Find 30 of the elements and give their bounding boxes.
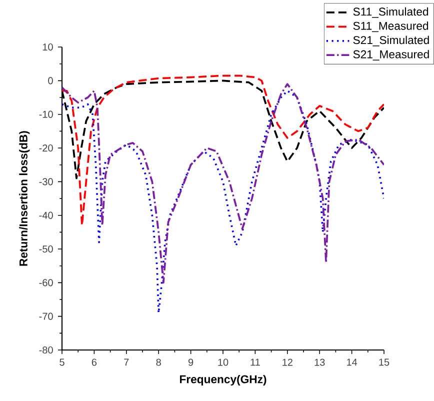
y-tick-label: -20 [39,144,53,152]
x-tick-label: 15 [379,358,390,366]
x-tick-label: 10 [218,358,228,366]
x-tick-label: 14 [346,358,358,366]
x-tick-label: 5 [60,358,64,366]
legend-label: S11_Measured [353,22,428,32]
x-tick-label: 7 [124,358,129,366]
x-tick-label: 8 [156,358,161,366]
x-tick-label: 11 [250,358,260,366]
legend-label: S21_Simulated [353,36,429,46]
x-tick-label: 6 [92,358,97,366]
y-axis-title: Return/Insertion loss(dB) [19,131,30,266]
y-tick-label: -10 [39,110,53,118]
y-tick-label: -60 [39,279,53,286]
y-tick-label: -50 [39,245,53,253]
x-tick-label: 9 [188,358,194,366]
legend-label: S11_Simulated [353,7,428,18]
y-tick-label: 0 [48,77,53,84]
legend-label: S21_Measured [353,50,429,60]
line-series [62,83,384,284]
x-axis-title: Frequency(GHz) [180,374,266,386]
y-tick-label: -40 [39,212,53,219]
y-tick-label: -70 [39,312,53,320]
y-tick-label: -80 [39,346,53,354]
x-tick-label: 12 [282,358,292,366]
x-tick-label: 13 [314,358,325,366]
y-tick-label: 10 [42,43,53,51]
line-series [62,90,384,314]
line-series [62,74,384,226]
y-tick-label: -30 [39,178,53,186]
